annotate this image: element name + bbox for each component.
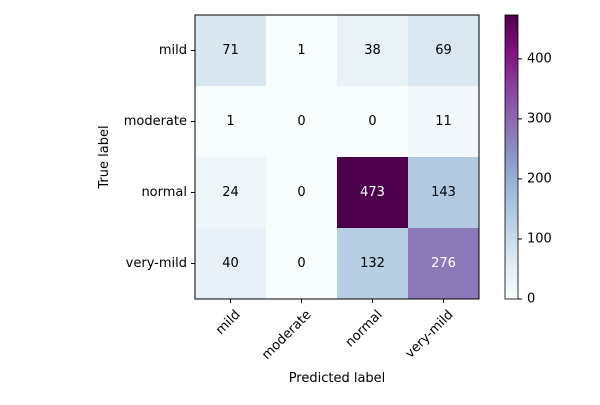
heatmap-cell xyxy=(195,86,266,157)
y-tick-label: very-mild xyxy=(126,256,187,271)
heatmap-cell xyxy=(408,86,479,157)
heatmap-cell xyxy=(266,86,337,157)
heatmap-cell xyxy=(408,228,479,299)
x-axis-label: Predicted label xyxy=(289,371,386,386)
heatmap-cell xyxy=(195,157,266,228)
heatmap-cell xyxy=(266,228,337,299)
cell-value-label: 0 xyxy=(297,256,305,271)
cell-value-label: 0 xyxy=(368,114,376,129)
heatmap-cells xyxy=(195,15,479,299)
heatmap-cell xyxy=(195,15,266,86)
x-tick-label: normal xyxy=(343,307,386,350)
heatmap-cell xyxy=(195,228,266,299)
heatmap-cell xyxy=(337,228,408,299)
heatmap-cell xyxy=(337,15,408,86)
y-axis-label: True label xyxy=(97,125,112,189)
cell-value-label: 0 xyxy=(297,185,305,200)
colorbar-ticks: 0 100 200 300 400 xyxy=(518,51,552,307)
cell-value-label: 69 xyxy=(435,43,452,58)
cell-value-label: 40 xyxy=(222,256,239,271)
heatmap-cell xyxy=(337,157,408,228)
x-axis-ticks: mild moderate normal very-mild xyxy=(213,299,457,363)
colorbar-tick-label: 100 xyxy=(527,231,552,246)
cell-value-label: 0 xyxy=(297,114,305,129)
y-tick-label: moderate xyxy=(124,114,187,129)
cell-value-label: 473 xyxy=(360,185,385,200)
cell-value-label: 1 xyxy=(297,43,305,58)
heatmap-cell xyxy=(408,15,479,86)
y-tick-label: normal xyxy=(141,185,187,200)
heatmap-cell-labels: 71 1 38 69 1 0 0 11 24 0 473 143 40 0 132 276 xyxy=(222,43,456,271)
heatmap-cell xyxy=(266,157,337,228)
colorbar-tick-label: 400 xyxy=(527,51,552,66)
cell-value-label: 38 xyxy=(364,43,381,58)
cell-value-label: 132 xyxy=(360,256,385,271)
cell-value-label: 276 xyxy=(431,256,456,271)
colorbar-tick-label: 300 xyxy=(527,111,552,126)
cell-value-label: 11 xyxy=(435,114,452,129)
heatmap-cell xyxy=(266,15,337,86)
x-tick-label: moderate xyxy=(259,307,314,362)
x-tick-label: very-mild xyxy=(403,307,457,361)
colorbar-tick-label: 0 xyxy=(527,292,535,307)
cell-value-label: 1 xyxy=(226,114,234,129)
y-axis-ticks: mild moderate normal very-mild xyxy=(124,43,195,271)
x-tick-label: mild xyxy=(213,307,244,338)
cell-value-label: 24 xyxy=(222,185,239,200)
plot-frame xyxy=(194,14,480,300)
heatmap-cell xyxy=(337,86,408,157)
cell-value-label: 71 xyxy=(222,43,239,58)
colorbar xyxy=(504,14,519,300)
cell-value-label: 143 xyxy=(431,185,456,200)
y-tick-label: mild xyxy=(159,43,187,58)
heatmap-cell xyxy=(408,157,479,228)
colorbar-tick-label: 200 xyxy=(527,171,552,186)
